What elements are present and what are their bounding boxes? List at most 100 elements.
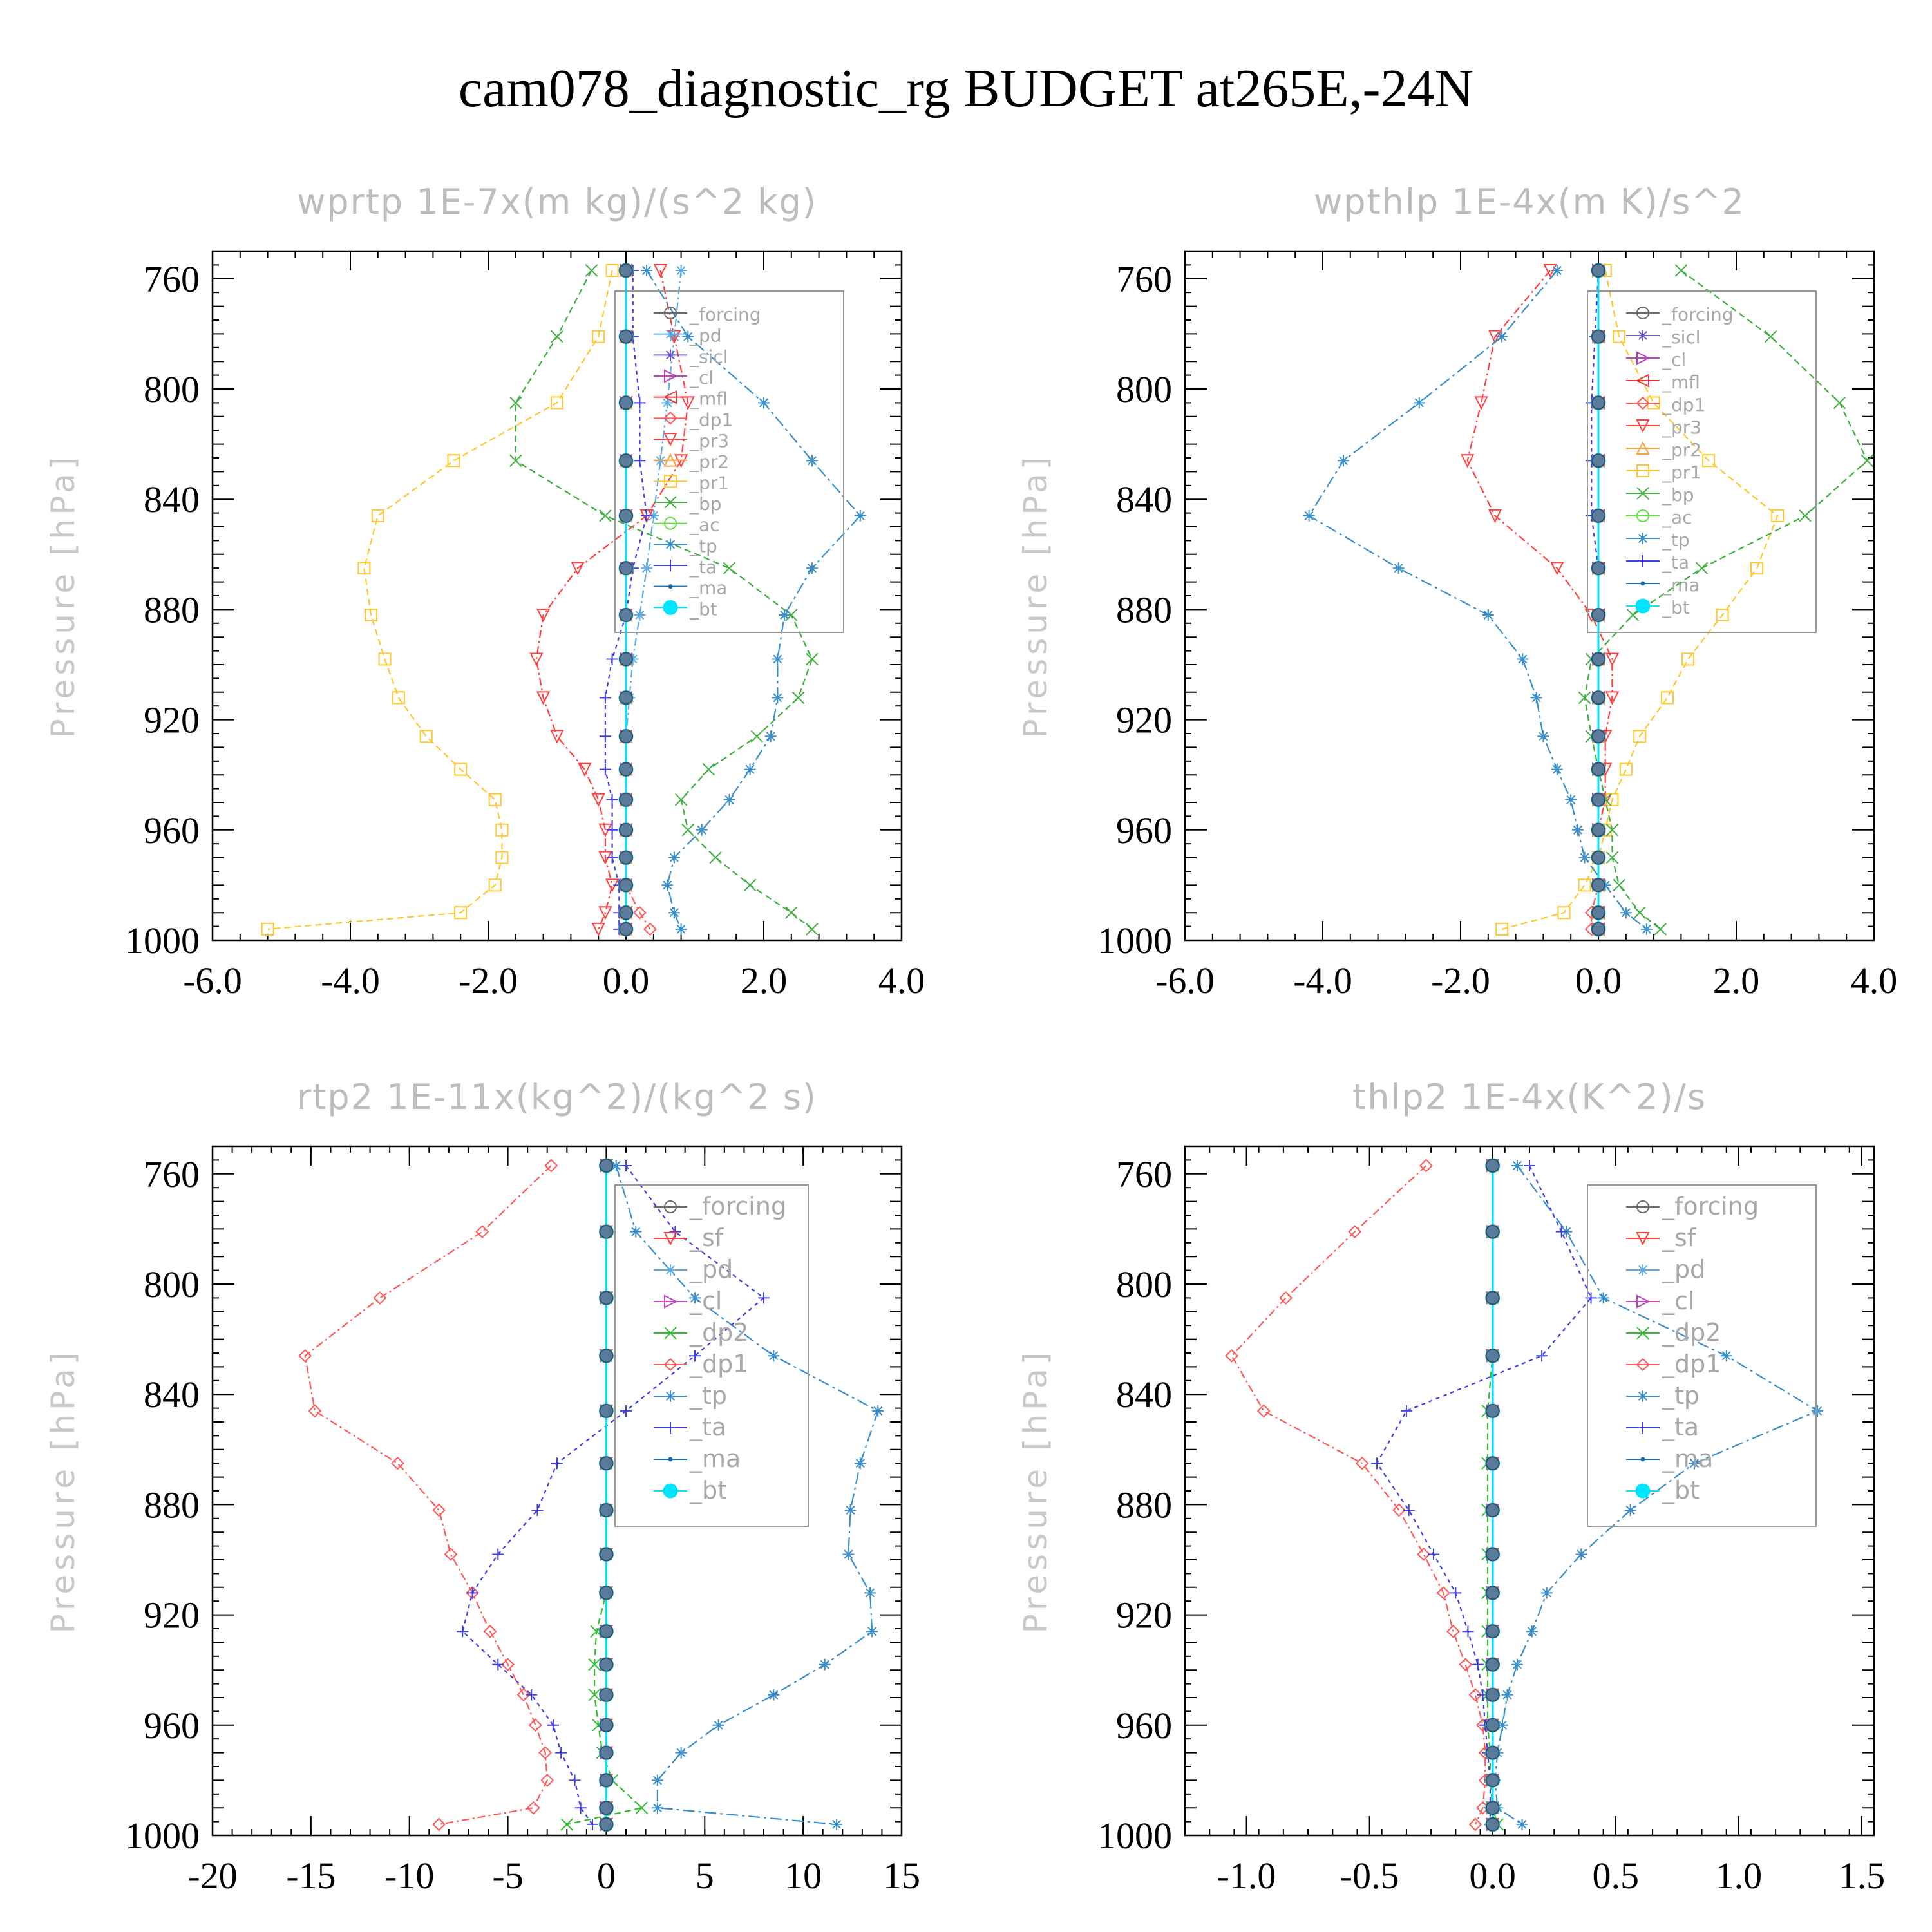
stacked-zero-marker xyxy=(1591,607,1605,622)
legend-marker xyxy=(663,600,678,615)
data-point-pr1 xyxy=(365,608,378,621)
y-tick-label: 880 xyxy=(1116,1484,1172,1526)
legend-label: _bp xyxy=(1662,484,1694,506)
legend-marker xyxy=(1635,1483,1651,1499)
legend-label: _sf xyxy=(689,1224,724,1252)
chart-panel-2: wpthlp 1E-4x(m K)/s^2 Pressure [hPa] 760 80… xyxy=(1017,182,1897,1001)
data-point-pr1 xyxy=(378,652,392,666)
legend-label: _forcing xyxy=(689,1192,786,1220)
stacked-zero-marker xyxy=(1591,453,1605,468)
data-point-dp1 xyxy=(432,1503,446,1517)
data-point-pr1 xyxy=(1557,906,1571,920)
legend-marker xyxy=(1636,396,1650,410)
legend-label: _pr2 xyxy=(689,451,729,473)
data-point-tp xyxy=(1482,609,1494,621)
data-point-bp xyxy=(723,562,736,574)
data-point-bp xyxy=(1833,396,1846,410)
data-point-tp xyxy=(675,923,687,935)
data-point-pr1 xyxy=(1495,922,1509,936)
stacked-zero-marker xyxy=(1485,1718,1500,1732)
stacked-zero-marker xyxy=(1485,1801,1500,1815)
legend-label: _dp1 xyxy=(689,409,733,430)
data-point-pr1 xyxy=(495,823,509,837)
data-point-tp xyxy=(1571,824,1584,836)
data-point-pr1 xyxy=(1771,509,1785,522)
stacked-zero-marker xyxy=(619,607,633,622)
data-point-bp xyxy=(1578,691,1591,705)
legend-label: _dp1 xyxy=(1662,394,1705,415)
data-point-bp xyxy=(1626,609,1640,621)
stacked-zero-marker xyxy=(619,561,633,576)
legend-marker xyxy=(1636,419,1650,433)
data-point-dp1 xyxy=(1348,1225,1362,1239)
data-point-pr3 xyxy=(1488,509,1502,524)
data-point-tp xyxy=(1565,793,1577,806)
stacked-zero-marker xyxy=(1485,1456,1500,1471)
legend-marker xyxy=(663,433,677,447)
data-point-dp1 xyxy=(632,905,647,920)
data-point-dp1 xyxy=(540,1773,554,1787)
data-point-ta xyxy=(587,1818,599,1830)
data-point-dp2 xyxy=(635,1801,649,1814)
data-point-tp xyxy=(1597,1292,1609,1304)
data-point-bp xyxy=(709,851,722,864)
stacked-zero-marker xyxy=(1591,508,1605,523)
stacked-zero-marker xyxy=(619,792,633,807)
data-point-tp xyxy=(854,1457,866,1470)
legend-marker xyxy=(664,369,678,383)
stacked-zero-marker xyxy=(599,1403,614,1418)
stacked-zero-marker xyxy=(1591,878,1605,893)
stacked-zero-marker xyxy=(1591,395,1605,410)
data-point-bp xyxy=(702,762,715,776)
data-point-tp xyxy=(723,793,735,806)
stacked-zero-marker xyxy=(599,1817,614,1832)
legend-label: _sicl xyxy=(1662,327,1701,348)
data-point-pr1 xyxy=(495,851,509,864)
data-point-pr3 xyxy=(1461,454,1475,468)
data-point-ta xyxy=(492,1548,504,1560)
x-tick-label: 0.0 xyxy=(1575,960,1622,1001)
data-point-ta xyxy=(526,1689,538,1701)
stacked-zero-marker xyxy=(619,395,633,410)
data-point-dp1 xyxy=(526,1801,540,1815)
data-point-ta xyxy=(1472,1658,1484,1671)
stacked-zero-marker xyxy=(1485,1547,1500,1562)
legend-label: _bt xyxy=(689,1476,727,1504)
series-line-bp xyxy=(515,270,813,930)
figure-title: cam078_diagnostic_rg BUDGET at265E,-24N xyxy=(459,59,1473,118)
data-point-tp xyxy=(806,562,818,574)
data-point-pd xyxy=(661,397,674,409)
panels-container: wprtp 1E-7x(m kg)/(s^2 kg) Pressure [hPa]… xyxy=(44,182,1897,1897)
data-point-tp xyxy=(1496,330,1508,343)
legend-label: _cl xyxy=(689,367,714,388)
legend-marker xyxy=(665,538,676,551)
data-point-dp1 xyxy=(501,1658,515,1672)
data-point-pr1 xyxy=(1613,330,1626,343)
stacked-zero-marker xyxy=(1485,1349,1500,1363)
data-point-tp xyxy=(1511,1159,1523,1171)
stacked-zero-marker xyxy=(619,822,633,837)
x-tick-label: 5 xyxy=(696,1855,714,1897)
data-point-tp xyxy=(1530,692,1542,704)
legend-label: _ta xyxy=(689,1413,726,1441)
stacked-zero-marker xyxy=(599,1773,614,1788)
data-point-pd xyxy=(641,562,653,574)
stacked-zero-marker xyxy=(1485,1291,1500,1305)
legend-label: _ac xyxy=(689,515,720,536)
data-point-ta xyxy=(599,692,611,704)
data-point-dp1 xyxy=(373,1291,387,1305)
y-tick-label: 880 xyxy=(144,589,200,630)
data-point-ta xyxy=(492,1658,504,1671)
legend-marker xyxy=(1637,330,1649,341)
data-point-ta xyxy=(599,730,611,743)
x-tick-label: 4.0 xyxy=(878,960,925,1001)
stacked-zero-marker xyxy=(599,1687,614,1702)
stacked-zero-marker xyxy=(619,652,633,667)
legend-box xyxy=(614,290,844,633)
data-point-tp xyxy=(779,609,791,621)
legend-marker xyxy=(1636,464,1649,477)
stacked-zero-marker xyxy=(1591,729,1605,744)
data-point-tp xyxy=(866,1625,878,1638)
series-line-bp xyxy=(1584,270,1868,930)
data-point-pr1 xyxy=(488,878,502,892)
